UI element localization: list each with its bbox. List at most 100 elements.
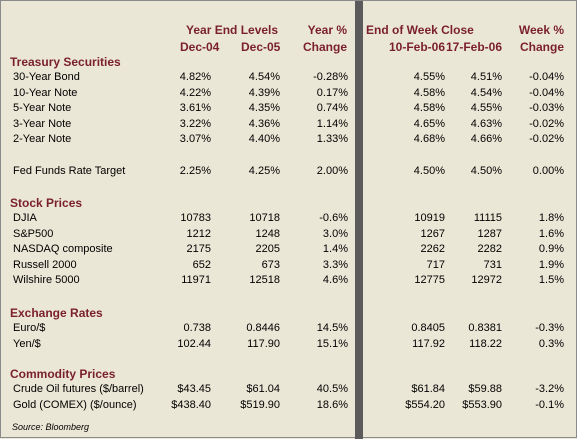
cell-week-change: -0.03% [529, 102, 564, 114]
cell-week-change: 0.9% [538, 243, 564, 255]
cell-dec04: 3.07% [179, 133, 211, 145]
cell-label: Crude Oil futures ($/barrel) [13, 383, 144, 395]
cell-week-change: -0.02% [529, 117, 564, 130]
cell-year-change: 0.17% [316, 86, 348, 99]
cell-feb10: 1267 [420, 227, 445, 240]
cell-year-change: 1.4% [322, 243, 348, 255]
cell-year-change: 4.6% [322, 274, 348, 286]
cell-week-change: -0.02% [529, 133, 564, 145]
cell-year-change: -0.28% [313, 71, 348, 83]
cell-week-change: -0.1% [535, 398, 564, 411]
cell-dec04: 652 [192, 258, 211, 271]
cell-year-change: -0.6% [319, 212, 348, 224]
header-year-end-levels: Year End Levels [186, 23, 279, 37]
cell-label: Russell 2000 [13, 258, 77, 271]
cell-dec05: 4.35% [248, 102, 280, 114]
cell-dec04: $438.40 [171, 398, 211, 411]
cell-dec04: 0.738 [183, 322, 211, 334]
cell-week-change: 1.5% [538, 274, 564, 286]
table-row: DJIA 10783 10718 -0.6% 10919 11115 1.8% [1, 211, 577, 226]
table-row: Euro/$ 0.738 0.8446 14.5% 0.8405 0.8381 -0.3% [1, 321, 577, 336]
cell-feb17: 12972 [471, 274, 502, 286]
cell-week-change: 0.00% [532, 165, 564, 177]
cell-label: 3-Year Note [13, 117, 72, 130]
cell-dec05: 1248 [255, 227, 280, 240]
cell-year-change: 1.33% [316, 133, 348, 145]
table-row: 10-Year Note 4.22% 4.39% 0.17% 4.58% 4.54% -0.… [1, 86, 577, 101]
cell-feb17: $59.88 [468, 383, 502, 395]
table-row: Yen/$ 102.44 117.90 15.1% 117.92 118.22 0.3% [1, 337, 577, 352]
column-divider [355, 1, 363, 439]
cell-dec04: 10783 [180, 212, 211, 224]
cell-feb17: 0.8381 [468, 322, 502, 334]
source-note: Source: Bloomberg [12, 422, 90, 432]
cell-feb17: 4.63% [470, 117, 502, 130]
cell-label: Fed Funds Rate Target [13, 165, 126, 177]
cell-week-change: -0.04% [529, 71, 564, 83]
cell-feb17: 4.50% [470, 165, 502, 177]
header-week-change: Change [519, 40, 564, 54]
cell-year-change: 3.3% [322, 258, 348, 271]
cell-week-change: 0.3% [538, 337, 564, 350]
cell-feb17: 731 [483, 258, 502, 271]
section-exchange-rates: Exchange Rates [10, 306, 103, 320]
cell-dec05: 12518 [249, 274, 280, 286]
cell-year-change: 0.74% [316, 102, 348, 114]
table-row: 2-Year Note 3.07% 4.40% 1.33% 4.68% 4.66% -0.0… [1, 132, 577, 147]
table-row: Fed Funds Rate Target 2.25% 4.25% 2.00% 4.50… [1, 164, 577, 179]
cell-label: Gold (COMEX) ($/ounce) [13, 398, 137, 411]
cell-year-change: 3.0% [322, 227, 348, 240]
cell-dec04: 4.22% [179, 86, 211, 99]
cell-feb17: 11115 [473, 212, 502, 224]
cell-feb10: 4.55% [413, 71, 445, 83]
cell-week-change: 1.6% [538, 227, 564, 240]
cell-label: DJIA [13, 212, 37, 224]
cell-year-change: 40.5% [316, 383, 348, 395]
cell-dec05: $519.90 [240, 398, 280, 411]
table-row: Wilshire 5000 11971 12518 4.6% 12775 12972 1.5… [1, 273, 577, 288]
table-row: S&P500 1212 1248 3.0% 1267 1287 1.6% [1, 227, 577, 242]
header-dec04: Dec-04 [180, 40, 220, 54]
cell-year-change: 18.6% [316, 398, 348, 411]
cell-dec05: 4.40% [248, 133, 280, 145]
cell-feb10: 12775 [414, 274, 445, 286]
cell-feb17: 2282 [477, 243, 502, 255]
cell-dec04: 3.22% [179, 117, 211, 130]
cell-feb10: 0.8405 [411, 322, 445, 334]
cell-feb17: $553.90 [462, 398, 502, 411]
cell-dec05: 4.39% [248, 86, 280, 99]
cell-dec05: 4.25% [248, 165, 280, 177]
cell-dec05: $61.04 [246, 383, 280, 395]
cell-dec05: 4.54% [248, 71, 280, 83]
cell-week-change: 1.8% [538, 212, 564, 224]
cell-feb17: 4.66% [470, 133, 502, 145]
cell-feb10: $61.84 [411, 383, 445, 395]
cell-dec05: 2205 [255, 243, 280, 255]
cell-dec05: 673 [261, 258, 280, 271]
header-feb17: 17-Feb-06 [445, 40, 502, 54]
cell-week-change: 1.9% [538, 258, 564, 271]
cell-label: 2-Year Note [13, 133, 72, 145]
cell-feb10: 10919 [414, 212, 445, 224]
table-row: Gold (COMEX) ($/ounce) $438.40 $519.90 18.6… [1, 398, 577, 413]
section-treasury-securities: Treasury Securities [10, 55, 121, 69]
table-row: 30-Year Bond 4.82% 4.54% -0.28% 4.55% 4.51% -0… [1, 70, 577, 85]
cell-week-change: -3.2% [535, 383, 564, 395]
cell-dec04: $43.45 [177, 383, 211, 395]
cell-week-change: -0.04% [529, 86, 564, 99]
cell-dec04: 2.25% [179, 165, 211, 177]
cell-label: S&P500 [13, 227, 54, 240]
cell-dec04: 4.82% [179, 71, 211, 83]
cell-feb17: 4.55% [470, 102, 502, 114]
cell-feb10: 4.58% [413, 86, 445, 99]
cell-label: Yen/$ [13, 337, 41, 350]
header-year-pct: Year % [307, 23, 347, 37]
cell-feb17: 4.51% [470, 71, 502, 83]
cell-feb10: 4.58% [413, 102, 445, 114]
cell-label: Wilshire 5000 [13, 274, 80, 286]
header-year-change: Change [302, 40, 347, 54]
cell-label: 30-Year Bond [13, 71, 80, 83]
cell-dec05: 10718 [249, 212, 280, 224]
table-row: 5-Year Note 3.61% 4.35% 0.74% 4.58% 4.55% -0.0… [1, 101, 577, 116]
